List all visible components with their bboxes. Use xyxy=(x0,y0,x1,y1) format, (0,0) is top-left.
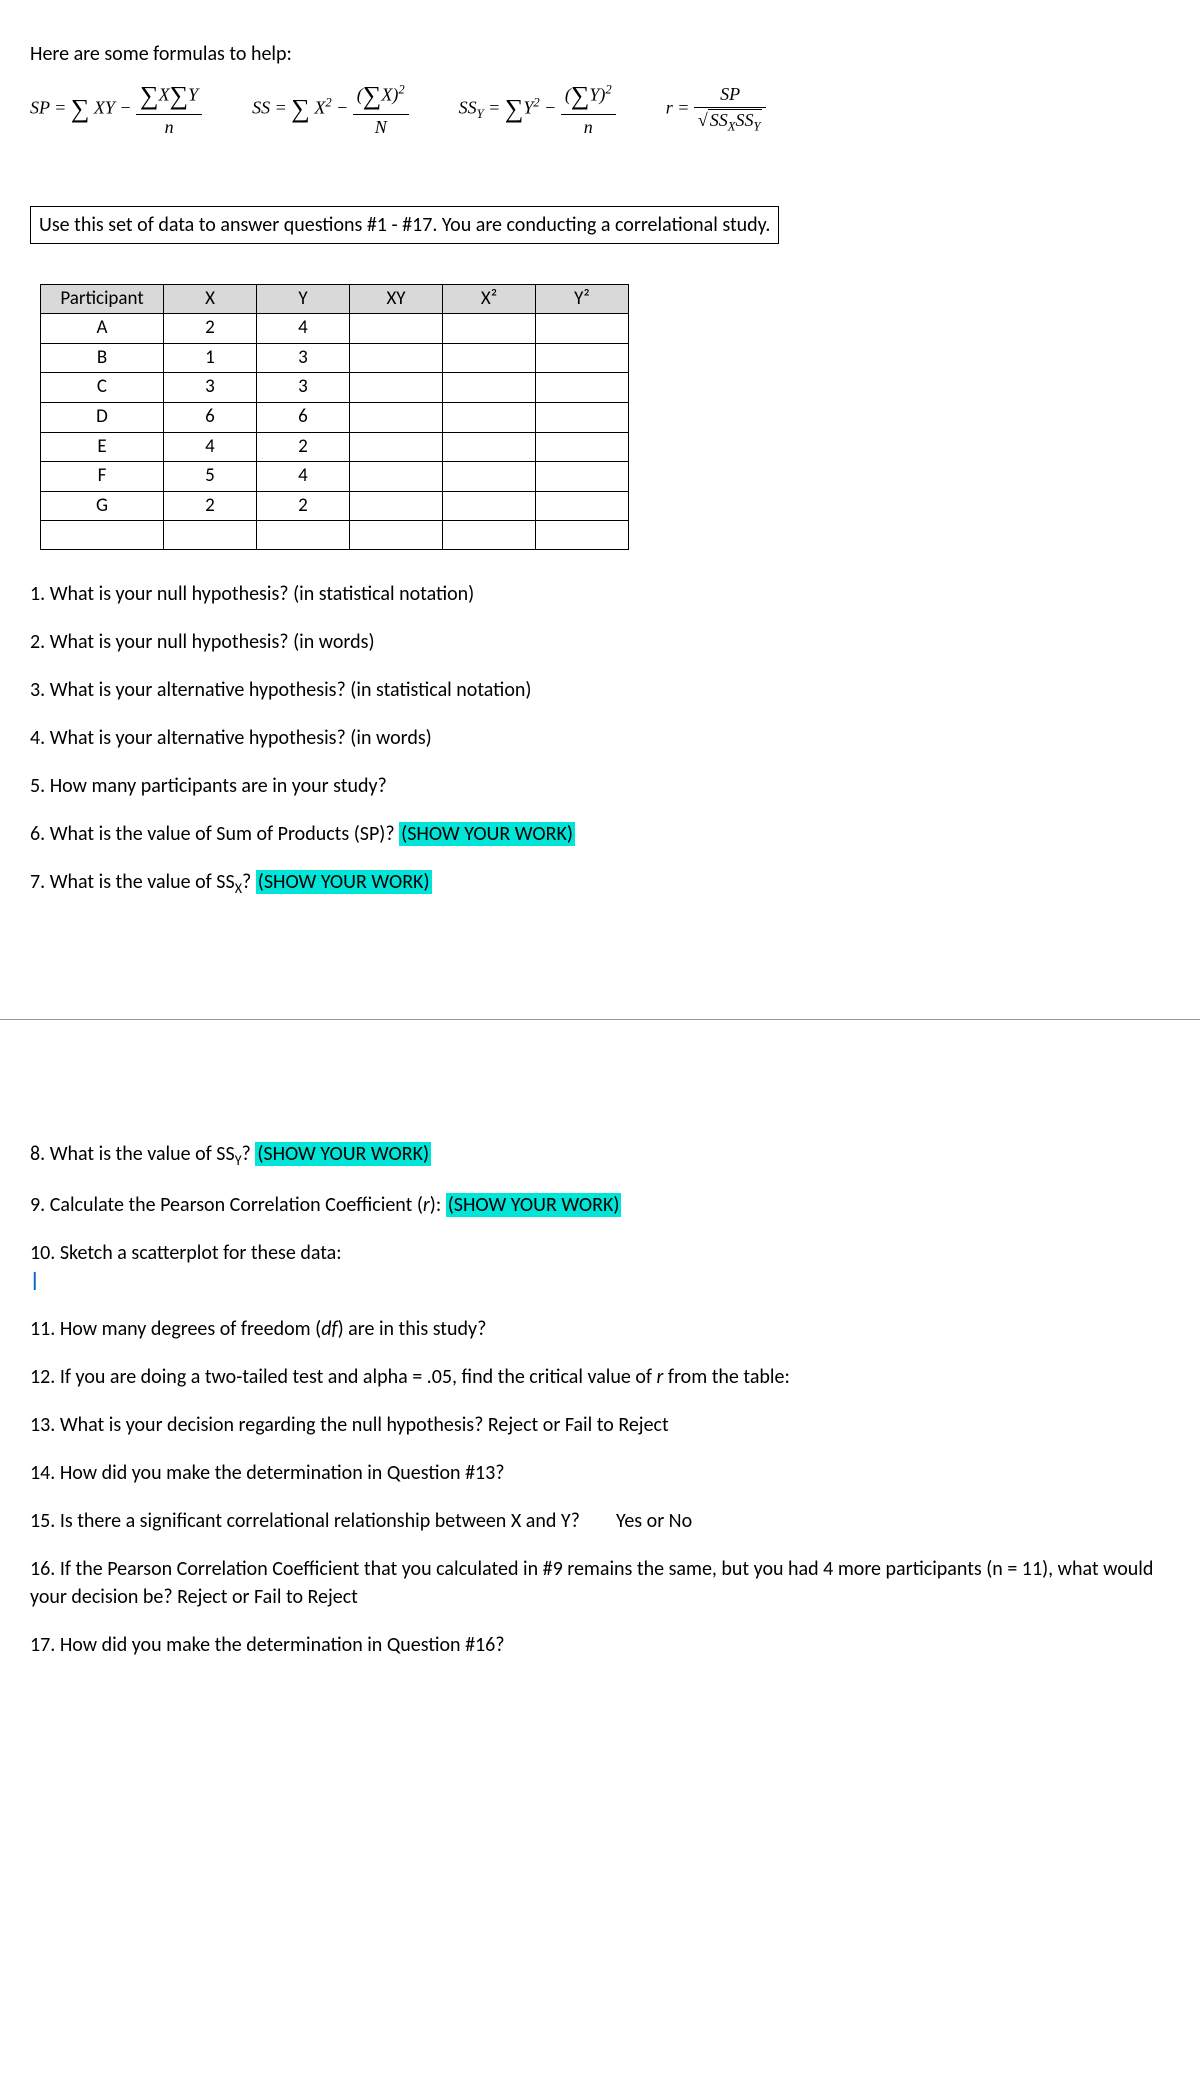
table-cell: 4 xyxy=(257,314,350,344)
show-work-8: (SHOW YOUR WORK) xyxy=(255,1142,431,1166)
table-cell: 5 xyxy=(164,462,257,492)
formulas-row: SP = ∑ XY − ∑X∑Yn SS = ∑ X2 − (∑X)2N SSY… xyxy=(30,78,1170,141)
table-cell xyxy=(443,402,536,432)
table-cell: D xyxy=(41,402,164,432)
table-cell xyxy=(257,521,350,550)
question-11: 11. How many degrees of freedom (df) are… xyxy=(30,1315,1170,1343)
table-cell xyxy=(350,314,443,344)
intro-text: Here are some formulas to help: xyxy=(30,40,1170,68)
table-cell xyxy=(350,491,443,521)
table-cell xyxy=(443,373,536,403)
table-cell: 2 xyxy=(257,491,350,521)
th-y: Y xyxy=(257,284,350,314)
formula-r: r = SP√SSXSSY xyxy=(666,82,767,136)
table-cell: G xyxy=(41,491,164,521)
question-1: 1. What is your null hypothesis? (in sta… xyxy=(30,580,1170,608)
table-cell xyxy=(350,432,443,462)
table-cell: 3 xyxy=(164,373,257,403)
table-cell: F xyxy=(41,462,164,492)
table-cell: 6 xyxy=(257,402,350,432)
table-header-row: Participant X Y XY X² Y² xyxy=(41,284,629,314)
question-3: 3. What is your alternative hypothesis? … xyxy=(30,676,1170,704)
th-x2: X² xyxy=(443,284,536,314)
show-work-7: (SHOW YOUR WORK) xyxy=(256,870,432,894)
table-row: B13 xyxy=(41,343,629,373)
table-cell xyxy=(536,521,629,550)
th-xy: XY xyxy=(350,284,443,314)
table-row: D66 xyxy=(41,402,629,432)
table-row xyxy=(41,521,629,550)
table-cell: 3 xyxy=(257,343,350,373)
question-12: 12. If you are doing a two-tailed test a… xyxy=(30,1363,1170,1391)
table-cell xyxy=(443,491,536,521)
question-8: 8. What is the value of SSY? (SHOW YOUR … xyxy=(30,1140,1170,1171)
question-5: 5. How many participants are in your stu… xyxy=(30,772,1170,800)
question-4: 4. What is your alternative hypothesis? … xyxy=(30,724,1170,752)
table-cell xyxy=(536,462,629,492)
formula-ss: SS = ∑ X2 − (∑X)2N xyxy=(252,78,409,141)
table-row: G22 xyxy=(41,491,629,521)
table-row: E42 xyxy=(41,432,629,462)
formula-ssy: SSY = ∑Y2 − (∑Y)2n xyxy=(459,78,616,141)
table-cell: 4 xyxy=(164,432,257,462)
table-cell xyxy=(350,373,443,403)
instruction-box: Use this set of data to answer questions… xyxy=(30,206,779,244)
table-cell: E xyxy=(41,432,164,462)
table-cell xyxy=(350,343,443,373)
table-cell: 6 xyxy=(164,402,257,432)
table-cell: A xyxy=(41,314,164,344)
th-participant: Participant xyxy=(41,284,164,314)
table-cell xyxy=(443,432,536,462)
table-cell xyxy=(41,521,164,550)
table-cell: 2 xyxy=(257,432,350,462)
page-separator xyxy=(0,1019,1200,1020)
table-cell xyxy=(536,343,629,373)
table-cell xyxy=(443,462,536,492)
question-7: 7. What is the value of SSX? (SHOW YOUR … xyxy=(30,868,1170,899)
table-cell xyxy=(443,343,536,373)
question-13: 13. What is your decision regarding the … xyxy=(30,1411,1170,1439)
table-cell xyxy=(350,521,443,550)
question-9: 9. Calculate the Pearson Correlation Coe… xyxy=(30,1191,1170,1219)
question-17: 17. How did you make the determination i… xyxy=(30,1631,1170,1659)
table-cell: 4 xyxy=(257,462,350,492)
show-work-9: (SHOW YOUR WORK) xyxy=(446,1193,622,1217)
question-10: 10. Sketch a scatterplot for these data:… xyxy=(30,1239,1170,1295)
table-cell xyxy=(536,373,629,403)
table-cell xyxy=(350,402,443,432)
table-cell: 2 xyxy=(164,314,257,344)
table-cell: 3 xyxy=(257,373,350,403)
th-y2: Y² xyxy=(536,284,629,314)
table-cell: C xyxy=(41,373,164,403)
formula-sp: SP = ∑ XY − ∑X∑Yn xyxy=(30,78,202,141)
th-x: X xyxy=(164,284,257,314)
table-cell xyxy=(164,521,257,550)
question-6: 6. What is the value of Sum of Products … xyxy=(30,820,1170,848)
table-cell: 1 xyxy=(164,343,257,373)
text-cursor: | xyxy=(30,1269,40,1293)
table-cell xyxy=(536,314,629,344)
question-2: 2. What is your null hypothesis? (in wor… xyxy=(30,628,1170,656)
show-work-6: (SHOW YOUR WORK) xyxy=(399,822,575,846)
table-cell xyxy=(443,521,536,550)
table-cell: B xyxy=(41,343,164,373)
table-row: C33 xyxy=(41,373,629,403)
table-cell: 2 xyxy=(164,491,257,521)
table-cell xyxy=(536,432,629,462)
table-cell xyxy=(350,462,443,492)
question-14: 14. How did you make the determination i… xyxy=(30,1459,1170,1487)
table-row: F54 xyxy=(41,462,629,492)
data-table: Participant X Y XY X² Y² A24B13C33D66E42… xyxy=(40,284,629,551)
question-15: 15. Is there a significant correlational… xyxy=(30,1507,1170,1535)
table-cell xyxy=(536,402,629,432)
table-cell xyxy=(443,314,536,344)
question-16: 16. If the Pearson Correlation Coefficie… xyxy=(30,1555,1170,1611)
table-row: A24 xyxy=(41,314,629,344)
table-cell xyxy=(536,491,629,521)
